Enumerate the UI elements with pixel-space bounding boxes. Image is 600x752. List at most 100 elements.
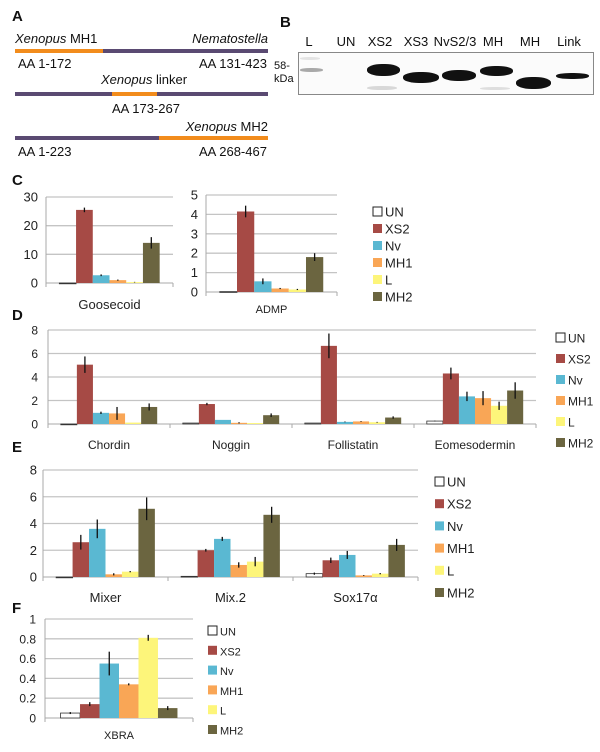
bar-mh2 xyxy=(385,417,402,424)
bar-un xyxy=(182,422,200,425)
bar-nv xyxy=(339,554,356,577)
species-name: Xenopus xyxy=(185,119,237,134)
lane-label: Link xyxy=(557,34,581,49)
bar-nv xyxy=(336,421,353,424)
legend-swatch-mh1 xyxy=(435,543,444,553)
bar-xs2 xyxy=(76,209,93,283)
bar-mh2 xyxy=(507,390,524,424)
y-tick-label: 10 xyxy=(24,247,38,262)
y-tick-label: 8 xyxy=(31,324,38,338)
band xyxy=(556,73,589,79)
bar-mh2 xyxy=(263,514,280,577)
bar-l xyxy=(371,573,389,577)
category-label: Sox17α xyxy=(333,590,378,605)
legend-swatch-xs2 xyxy=(556,354,565,363)
species-name: Xenopus xyxy=(101,72,153,87)
bar-mh2 xyxy=(263,415,280,424)
bar-un xyxy=(60,423,78,426)
legend-label: Nv xyxy=(568,374,583,388)
bar-xs2 xyxy=(237,211,255,292)
category-label: Mixer xyxy=(90,590,122,605)
blot-image xyxy=(298,52,594,95)
bar-mh1 xyxy=(119,684,139,718)
bar-un xyxy=(55,576,73,579)
legend-label: MH2 xyxy=(447,586,474,601)
legend-swatch-mh2 xyxy=(556,438,565,447)
bar-nv xyxy=(458,396,475,424)
bar-xs2 xyxy=(198,404,215,424)
bar-l xyxy=(288,289,306,292)
category-label: Eomesodermin xyxy=(435,438,516,452)
category-label: Noggin xyxy=(212,438,250,452)
legend-swatch-un xyxy=(555,332,566,343)
construct3-label: Xenopus MH2 xyxy=(186,119,268,134)
bar-mh1 xyxy=(475,398,492,424)
legend-label: MH2 xyxy=(385,290,412,305)
y-tick-label: 0 xyxy=(31,418,38,432)
y-tick-label: 6 xyxy=(30,489,37,504)
y-tick-label: 4 xyxy=(191,207,198,222)
legend-label: XS2 xyxy=(447,497,472,512)
bar-un xyxy=(426,420,444,425)
legend-swatch-mh2 xyxy=(208,725,217,734)
species-name: Xenopus xyxy=(15,31,67,46)
legend-swatch-nv xyxy=(435,521,444,531)
bar-mh2 xyxy=(141,406,158,424)
bar-mh2 xyxy=(138,508,155,577)
legend-label: Nv xyxy=(447,519,463,534)
chart-f-4: 0 0.2 0.4 0.6 0.8 1 XBRA UN XS2 Nv MH1 L MH2 xyxy=(19,613,243,743)
construct1-left-range: AA 1-172 xyxy=(18,56,72,71)
bar-nv xyxy=(254,281,272,292)
bar-xs2 xyxy=(197,550,215,577)
y-tick-label: 8 xyxy=(30,463,37,478)
construct1-xenopus-segment xyxy=(15,49,103,53)
marker-label: 58- xyxy=(274,60,290,72)
bar-nv xyxy=(92,275,110,283)
category-label: XBRA xyxy=(104,730,135,742)
marker-label: kDa xyxy=(274,73,294,85)
bar-xs2 xyxy=(442,373,459,424)
bar-l xyxy=(369,422,386,424)
y-tick-label: 2 xyxy=(191,246,198,261)
legend-swatch-l xyxy=(435,565,444,575)
bar-mh1 xyxy=(105,574,122,577)
y-tick-label: 0.8 xyxy=(19,632,36,646)
y-tick-label: 5 xyxy=(191,188,198,203)
y-tick-label: 2 xyxy=(31,394,38,408)
legend: UN XS2 Nv MH1 L MH2 xyxy=(555,332,594,451)
bar-l xyxy=(121,571,139,577)
legend-label: L xyxy=(385,273,392,288)
legend-swatch-mh2 xyxy=(373,292,382,301)
lane-label: XS2 xyxy=(367,34,393,49)
domain-name: MH2 xyxy=(240,119,268,134)
legend-label: Nv xyxy=(385,239,401,254)
y-tick-label: 2 xyxy=(30,543,37,558)
lane-label: UN xyxy=(336,34,356,49)
panel-label-c: C xyxy=(12,172,23,189)
bar-nv xyxy=(89,528,106,577)
lane-label: NvS2/3 xyxy=(433,34,477,49)
category-label: ADMP xyxy=(256,304,288,316)
bar-mh2 xyxy=(142,242,160,283)
legend-swatch-xs2 xyxy=(208,645,217,655)
y-tick-label: 30 xyxy=(24,190,38,205)
lane-label: L xyxy=(305,34,313,49)
y-tick-label: 0.2 xyxy=(19,692,36,706)
panel-label-a: A xyxy=(12,8,23,25)
band xyxy=(367,86,397,90)
y-tick-label: 20 xyxy=(24,218,38,233)
band xyxy=(300,68,323,72)
legend-swatch-un xyxy=(207,625,218,636)
bar-l xyxy=(247,423,264,424)
construct3-left-range: AA 1-223 xyxy=(18,144,72,159)
y-tick-label: 4 xyxy=(30,516,37,531)
lane-label: XS3 xyxy=(403,34,429,49)
legend-swatch-un xyxy=(372,206,383,217)
y-tick-label: 0.4 xyxy=(19,672,36,686)
bar-mh1 xyxy=(230,564,247,577)
legend-label: XS2 xyxy=(220,646,241,658)
construct1-left-label: Xenopus MH1 xyxy=(15,31,97,46)
legend-swatch-nv xyxy=(556,375,565,384)
band xyxy=(403,72,439,83)
legend: UN XS2 Nv MH1 L MH2 xyxy=(207,625,243,738)
